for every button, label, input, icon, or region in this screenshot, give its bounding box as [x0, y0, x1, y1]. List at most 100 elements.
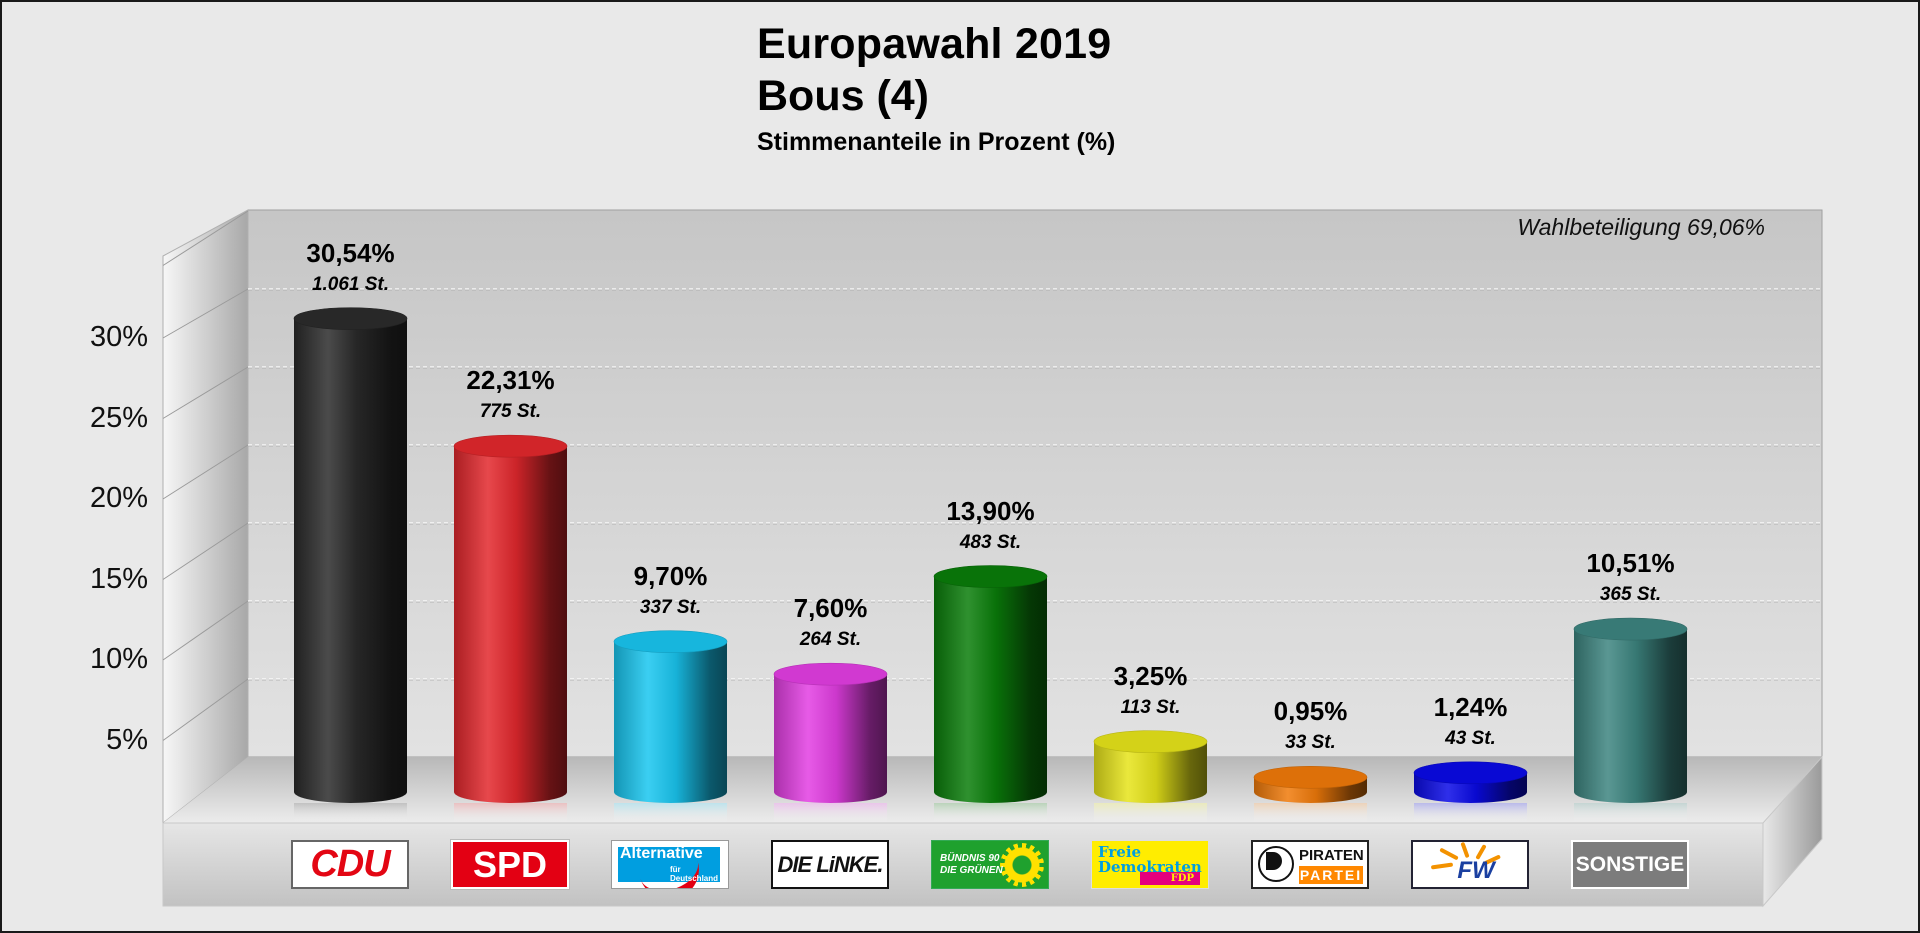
- bar-fw: [1413, 761, 1528, 823]
- bar-top: [1093, 730, 1208, 753]
- sun-ray-icon: [1430, 862, 1454, 870]
- bar-spd: [453, 434, 568, 823]
- bar-body: [774, 674, 887, 803]
- bar-value-label: 10,51%: [1586, 548, 1675, 579]
- bars: [293, 307, 1688, 823]
- logo-fw: FW: [1411, 840, 1529, 889]
- bar-die-linke: [773, 662, 888, 823]
- bar-body: [294, 318, 407, 803]
- y-tick-label: 15%: [89, 562, 148, 595]
- y-tick-label: 5%: [106, 723, 148, 756]
- logo-gruene-line1: BÜNDNIS 90: [940, 852, 1000, 864]
- gridline-diagonal: [162, 210, 249, 266]
- bar-votes-label: 775 St.: [479, 401, 542, 423]
- logo-afd-subtext: für Deutschland: [670, 865, 719, 883]
- bar-votes-label: 43 St.: [1445, 727, 1496, 749]
- chart-subtitle: Bous (4): [757, 72, 929, 120]
- pirate-flag-circle-icon: [1258, 846, 1294, 882]
- y-tick-label: 30%: [89, 321, 148, 353]
- floor-side: [1762, 755, 1823, 908]
- bar-sonstige: [1573, 617, 1688, 823]
- y-tick-label: 20%: [89, 482, 148, 514]
- bar-body: [1094, 741, 1207, 803]
- gridline-diagonal: [162, 600, 249, 661]
- bar-value-label: 9,70%: [633, 560, 708, 591]
- sun-ray-icon: [1439, 847, 1459, 861]
- bar-top: [933, 565, 1048, 588]
- bar-votes-label: 264 St.: [799, 629, 862, 651]
- sun-ray-icon: [1460, 842, 1470, 859]
- bar-top: [1413, 761, 1528, 785]
- bar-cdu: [293, 307, 408, 823]
- logo-piraten: PIRATEN PARTEI: [1251, 840, 1369, 889]
- bar-votes-label: 483 St.: [959, 531, 1022, 553]
- logo-gruene-text: BÜNDNIS 90 DIE GRÜNEN: [940, 853, 1003, 877]
- logo-spd-text: SPD: [472, 843, 548, 885]
- bar-reflection: [1254, 803, 1367, 823]
- bar-reflection: [934, 803, 1047, 823]
- bar-grüne: [933, 565, 1048, 823]
- y-tick-label: 10%: [89, 643, 148, 675]
- bar-value-label: 30,54%: [306, 237, 395, 268]
- logo-sonstige-text: SONSTIGE: [1575, 852, 1685, 876]
- bar-piraten: [1253, 765, 1368, 823]
- bar-value-label: 1,24%: [1433, 691, 1508, 722]
- gridline-diagonal: [162, 366, 249, 419]
- bar-value-label: 7,60%: [793, 593, 868, 624]
- logo-piraten-subtext: PARTEI: [1299, 866, 1363, 884]
- chart-caption: Stimmenanteile in Prozent (%): [757, 128, 1116, 156]
- bar-top: [1573, 617, 1688, 641]
- bar-reflection: [614, 803, 727, 823]
- sunflower-icon: [1000, 843, 1044, 887]
- y-tick-label: 25%: [89, 401, 148, 434]
- bar-votes-label: 365 St.: [1599, 584, 1662, 606]
- logo-gruene-line2: DIE GRÜNEN: [940, 864, 1003, 876]
- bar-value-label: 0,95%: [1273, 696, 1348, 727]
- bar-reflection: [1094, 803, 1207, 823]
- chart-walls: [162, 209, 1823, 825]
- logo-fdp-line2: Demokraten: [1098, 858, 1202, 876]
- bar-votes-label: 337 St.: [639, 596, 702, 618]
- bar-reflection: [774, 803, 887, 823]
- bar-votes-label: 113 St.: [1120, 696, 1181, 718]
- bar-top: [613, 630, 728, 653]
- bar-body: [934, 576, 1047, 803]
- gridline-diagonal: [162, 522, 249, 580]
- bar-top: [773, 662, 888, 686]
- logo-fdp-badge: FDP: [1140, 872, 1200, 885]
- gridline-diagonal: [162, 678, 249, 741]
- bar-top: [1253, 765, 1368, 789]
- logo-fdp: Freie Demokraten FDP: [1091, 840, 1209, 889]
- chart-title: Europawahl 2019: [757, 20, 1112, 68]
- bar-reflection: [294, 803, 407, 823]
- bar-value-label: 22,31%: [466, 365, 555, 396]
- bar-votes-label: 33 St.: [1285, 732, 1336, 754]
- logo-afd-text: Alternative: [620, 845, 703, 862]
- logo-linke: DIE LiNKE.: [771, 840, 889, 889]
- bar-value-label: 3,25%: [1113, 660, 1188, 691]
- logo-fdp-line1: Freie: [1098, 843, 1142, 861]
- logo-cdu: CDU: [291, 840, 409, 889]
- turnout-annotation: Wahlbeteiligung 69,06%: [1517, 214, 1765, 240]
- pirate-flag-icon: [1266, 852, 1282, 870]
- bar-afd: [613, 630, 728, 823]
- title-block: Europawahl 2019 Bous (4) Stimmenanteile …: [757, 18, 1115, 160]
- logo-piraten-text: PIRATEN: [1299, 847, 1364, 864]
- logo-cdu-text: CDU: [310, 843, 390, 885]
- bar-body: [454, 446, 567, 803]
- bar-reflection: [1574, 803, 1687, 823]
- logo-afd-background: [618, 847, 720, 882]
- logo-linke-text: DIE LiNKE.: [777, 851, 884, 877]
- bar-top: [293, 307, 408, 330]
- logo-fdp-text: Freie Demokraten: [1098, 845, 1202, 875]
- logo-sonstige: SONSTIGE: [1571, 840, 1689, 889]
- gridline-diagonal: [162, 444, 249, 500]
- gridline-diagonal: [162, 288, 249, 339]
- bar-body: [1574, 629, 1687, 803]
- bar-top: [453, 434, 568, 458]
- bar-reflection: [454, 803, 567, 823]
- logo-gruene: BÜNDNIS 90 DIE GRÜNEN: [931, 840, 1049, 889]
- logo-spd: SPD: [450, 839, 570, 890]
- bar-value-label: 13,90%: [946, 495, 1035, 526]
- bar-reflection: [1414, 803, 1527, 823]
